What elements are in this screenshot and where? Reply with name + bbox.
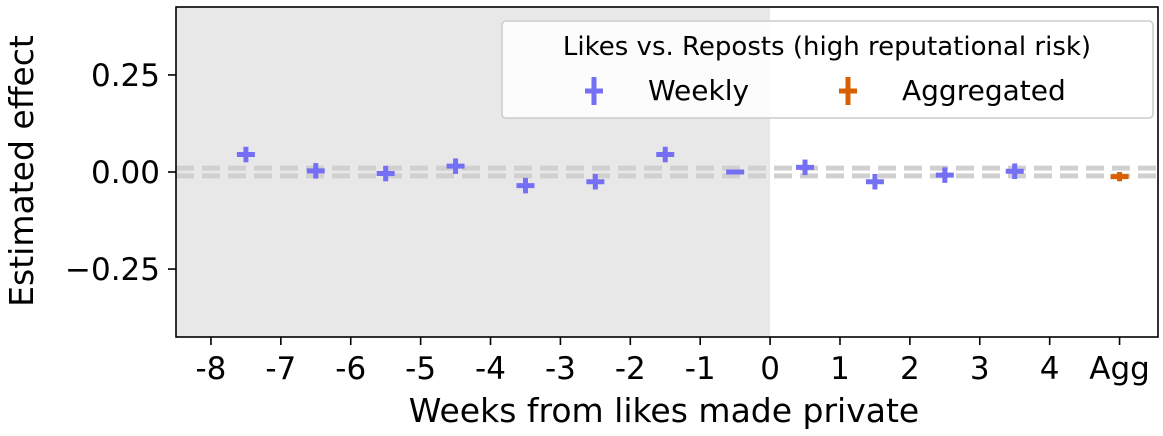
legend-label-aggregated: Aggregated	[902, 74, 1066, 107]
weekly-point	[236, 146, 255, 163]
x-tick-label: 2	[900, 351, 920, 387]
x-tick-label: 1	[830, 351, 850, 387]
x-tick-label: 0	[760, 351, 780, 387]
legend: Likes vs. Reposts (high reputational ris…	[501, 20, 1154, 119]
x-tick-label: -3	[545, 351, 576, 387]
weekly-point	[586, 173, 605, 190]
y-tick-label: 0.00	[91, 155, 160, 191]
legend-marker-aggregated	[839, 77, 857, 105]
weekly-point	[865, 173, 884, 190]
y-axis-label: Estimated effect	[2, 35, 41, 307]
x-tick-label: -5	[405, 351, 436, 387]
x-tick-label: 4	[1040, 351, 1060, 387]
legend-label-weekly: Weekly	[648, 74, 749, 107]
x-axis-label: Weeks from likes made private	[409, 391, 919, 430]
x-tick-label: -6	[335, 351, 366, 387]
x-tick-label: Agg	[1089, 351, 1150, 387]
legend-marker-weekly	[585, 77, 603, 105]
x-tick-label: -7	[265, 351, 296, 387]
weekly-point	[935, 167, 954, 183]
aggregated-point	[1110, 172, 1129, 182]
y-tick-label: −0.25	[65, 252, 160, 288]
y-tick-label: 0.25	[91, 58, 160, 94]
weekly-point	[306, 163, 325, 179]
x-tick-label: -1	[685, 351, 716, 387]
weekly-point	[376, 165, 395, 182]
legend-box	[501, 20, 1154, 119]
x-tick-label: -4	[475, 351, 506, 387]
weekly-point	[796, 159, 815, 176]
weekly-point	[656, 146, 675, 163]
x-tick-label: -8	[195, 351, 226, 387]
legend-title: Likes vs. Reposts (high reputational ris…	[563, 32, 1091, 62]
weekly-point	[446, 158, 465, 174]
weekly-point	[1005, 163, 1024, 179]
x-tick-label: -2	[615, 351, 646, 387]
weekly-point	[516, 177, 535, 194]
x-tick-label: 3	[970, 351, 990, 387]
